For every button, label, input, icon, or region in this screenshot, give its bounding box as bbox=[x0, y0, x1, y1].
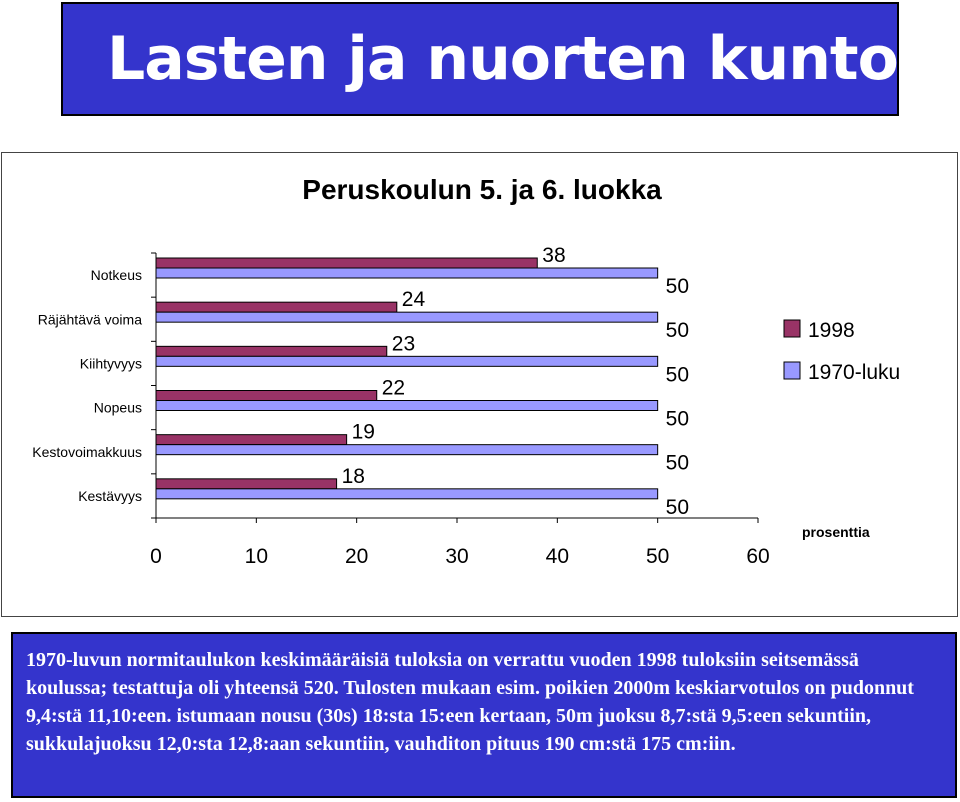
data-label-1998: 22 bbox=[382, 377, 405, 400]
category-label: Kestovoimakkuus bbox=[32, 444, 142, 460]
bar-1970-luku bbox=[155, 488, 659, 500]
data-label-1970-luku: 50 bbox=[666, 363, 689, 386]
data-label-1970-luku: 50 bbox=[666, 408, 689, 431]
title-banner: Lasten ja nuorten kunto bbox=[61, 2, 899, 116]
bar-1998 bbox=[155, 478, 338, 490]
x-tick-label: 30 bbox=[445, 545, 468, 568]
legend-swatch bbox=[783, 361, 801, 380]
x-tick-label: 20 bbox=[345, 545, 368, 568]
data-label-1970-luku: 50 bbox=[666, 496, 689, 519]
chart-area: Peruskoulun 5. ja 6. luokka Notkeus 38 50 R… bbox=[1, 152, 958, 617]
data-label-1998: 19 bbox=[352, 421, 375, 444]
data-label-1970-luku: 50 bbox=[666, 275, 689, 298]
x-tick-label: 60 bbox=[746, 545, 769, 568]
bar-1998 bbox=[155, 390, 378, 401]
chart-title: Peruskoulun 5. ja 6. luokka bbox=[302, 174, 662, 205]
bar-chart: Peruskoulun 5. ja 6. luokka Notkeus 38 50 R… bbox=[32, 174, 900, 568]
bar-1970-luku bbox=[155, 311, 659, 323]
data-label-1998: 18 bbox=[342, 465, 365, 488]
data-label-1970-luku: 50 bbox=[666, 319, 689, 342]
category-label: Kiihtyvyys bbox=[80, 355, 142, 371]
bar-1998 bbox=[155, 301, 398, 313]
description-panel: 1970-luvun normitaulukon keskimääräisiä … bbox=[11, 632, 957, 798]
bar-1998 bbox=[155, 257, 538, 269]
bar-1998 bbox=[155, 345, 388, 357]
page-title: Lasten ja nuorten kunto bbox=[107, 24, 899, 94]
legend-label: 1998 bbox=[808, 319, 855, 342]
x-tick-label: 50 bbox=[646, 545, 669, 568]
bar-1970-luku bbox=[155, 355, 659, 367]
x-axis-label: prosenttia bbox=[802, 524, 870, 540]
category-label: Notkeus bbox=[91, 267, 142, 283]
description-text: 1970-luvun normitaulukon keskimääräisiä … bbox=[26, 649, 914, 755]
x-tick-label: 0 bbox=[150, 545, 162, 568]
data-label-1970-luku: 50 bbox=[666, 452, 689, 475]
bar-1998 bbox=[155, 434, 348, 446]
bar-1970-luku bbox=[155, 400, 659, 411]
legend-swatch bbox=[783, 319, 801, 338]
data-label-1998: 24 bbox=[402, 288, 426, 311]
category-label: Kestävyys bbox=[78, 488, 142, 504]
data-label-1998: 23 bbox=[392, 332, 415, 355]
x-tick-label: 10 bbox=[245, 545, 268, 568]
category-label: Räjähtävä voima bbox=[38, 311, 142, 327]
x-tick-label: 40 bbox=[546, 545, 569, 568]
category-label: Nopeus bbox=[94, 400, 142, 416]
bar-1970-luku bbox=[155, 267, 659, 279]
legend-label: 1970-luku bbox=[808, 361, 900, 384]
data-label-1998: 38 bbox=[542, 244, 565, 267]
bar-1970-luku bbox=[155, 444, 659, 456]
